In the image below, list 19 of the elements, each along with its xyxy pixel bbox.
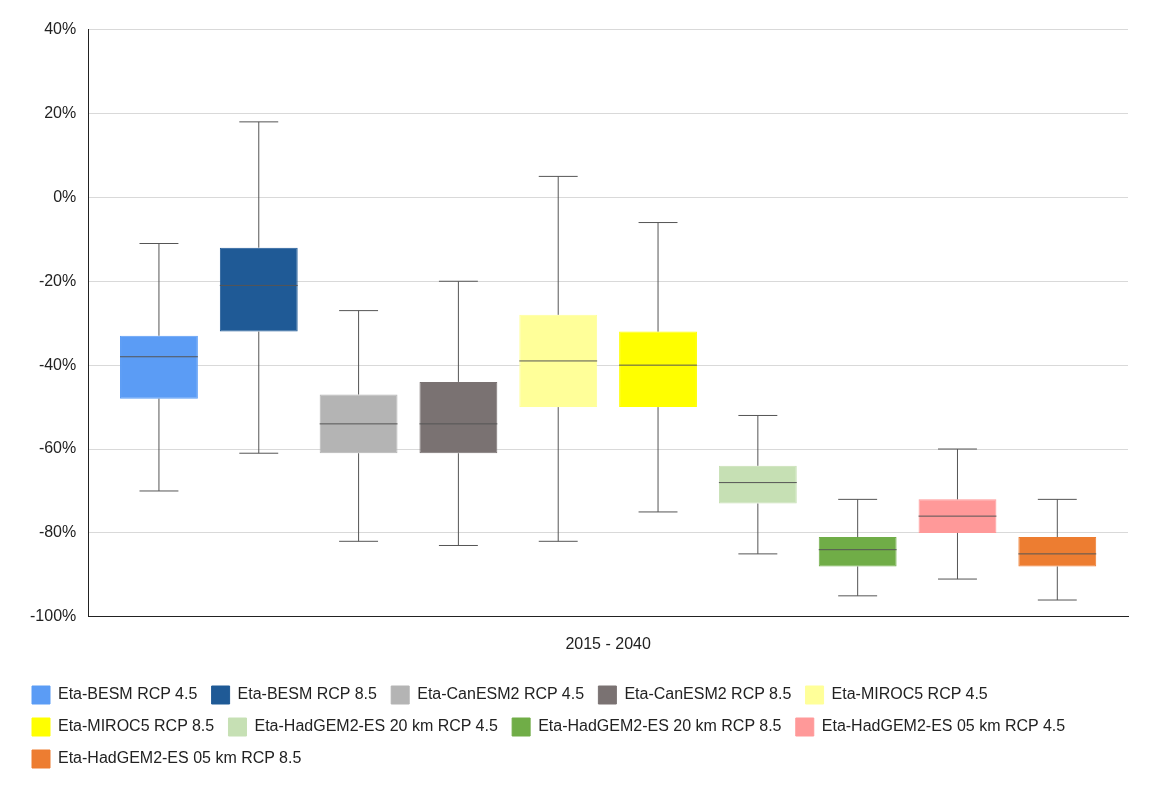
y-tick-label: 0%	[53, 187, 77, 205]
legend-label: Eta-HadGEM2-ES 20 km RCP 4.5	[254, 717, 498, 735]
legend-label: Eta-BESM RCP 8.5	[237, 685, 378, 703]
y-tick-label: -80%	[38, 523, 77, 541]
legend-label: Eta-MIROC5 RCP 4.5	[831, 685, 988, 703]
y-tick-label: 40%	[44, 20, 77, 38]
legend-label: Eta-HadGEM2-ES 20 km RCP 8.5	[538, 717, 782, 735]
legend-label: Eta-HadGEM2-ES 05 km RCP 8.5	[58, 749, 302, 767]
legend-label: Eta-CanESM2 RCP 8.5	[624, 685, 792, 703]
legend-label: Eta-CanESM2 RCP 4.5	[417, 685, 585, 703]
x-tick-label: 2015 - 2040	[565, 634, 651, 652]
y-tick-label: -100%	[30, 607, 77, 625]
legend-label: Eta-HadGEM2-ES 05 km RCP 4.5	[821, 717, 1066, 735]
legend-label: Eta-BESM RCP 4.5	[58, 685, 198, 703]
y-tick-label: -40%	[38, 355, 77, 373]
y-tick-label: -60%	[38, 439, 77, 457]
y-tick-label: -20%	[38, 271, 77, 289]
legend-label: Eta-MIROC5 RCP 8.5	[58, 717, 215, 735]
y-tick-label: 20%	[44, 103, 77, 121]
